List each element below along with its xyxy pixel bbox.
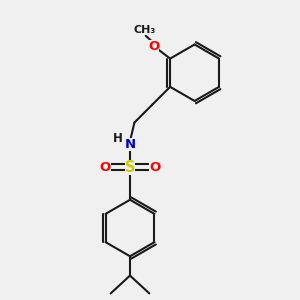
Text: O: O — [148, 40, 159, 52]
Text: S: S — [125, 160, 135, 175]
Text: N: N — [124, 138, 136, 151]
Text: H: H — [112, 132, 122, 146]
Text: O: O — [149, 160, 160, 174]
Text: O: O — [100, 160, 111, 174]
Text: CH₃: CH₃ — [133, 26, 155, 35]
